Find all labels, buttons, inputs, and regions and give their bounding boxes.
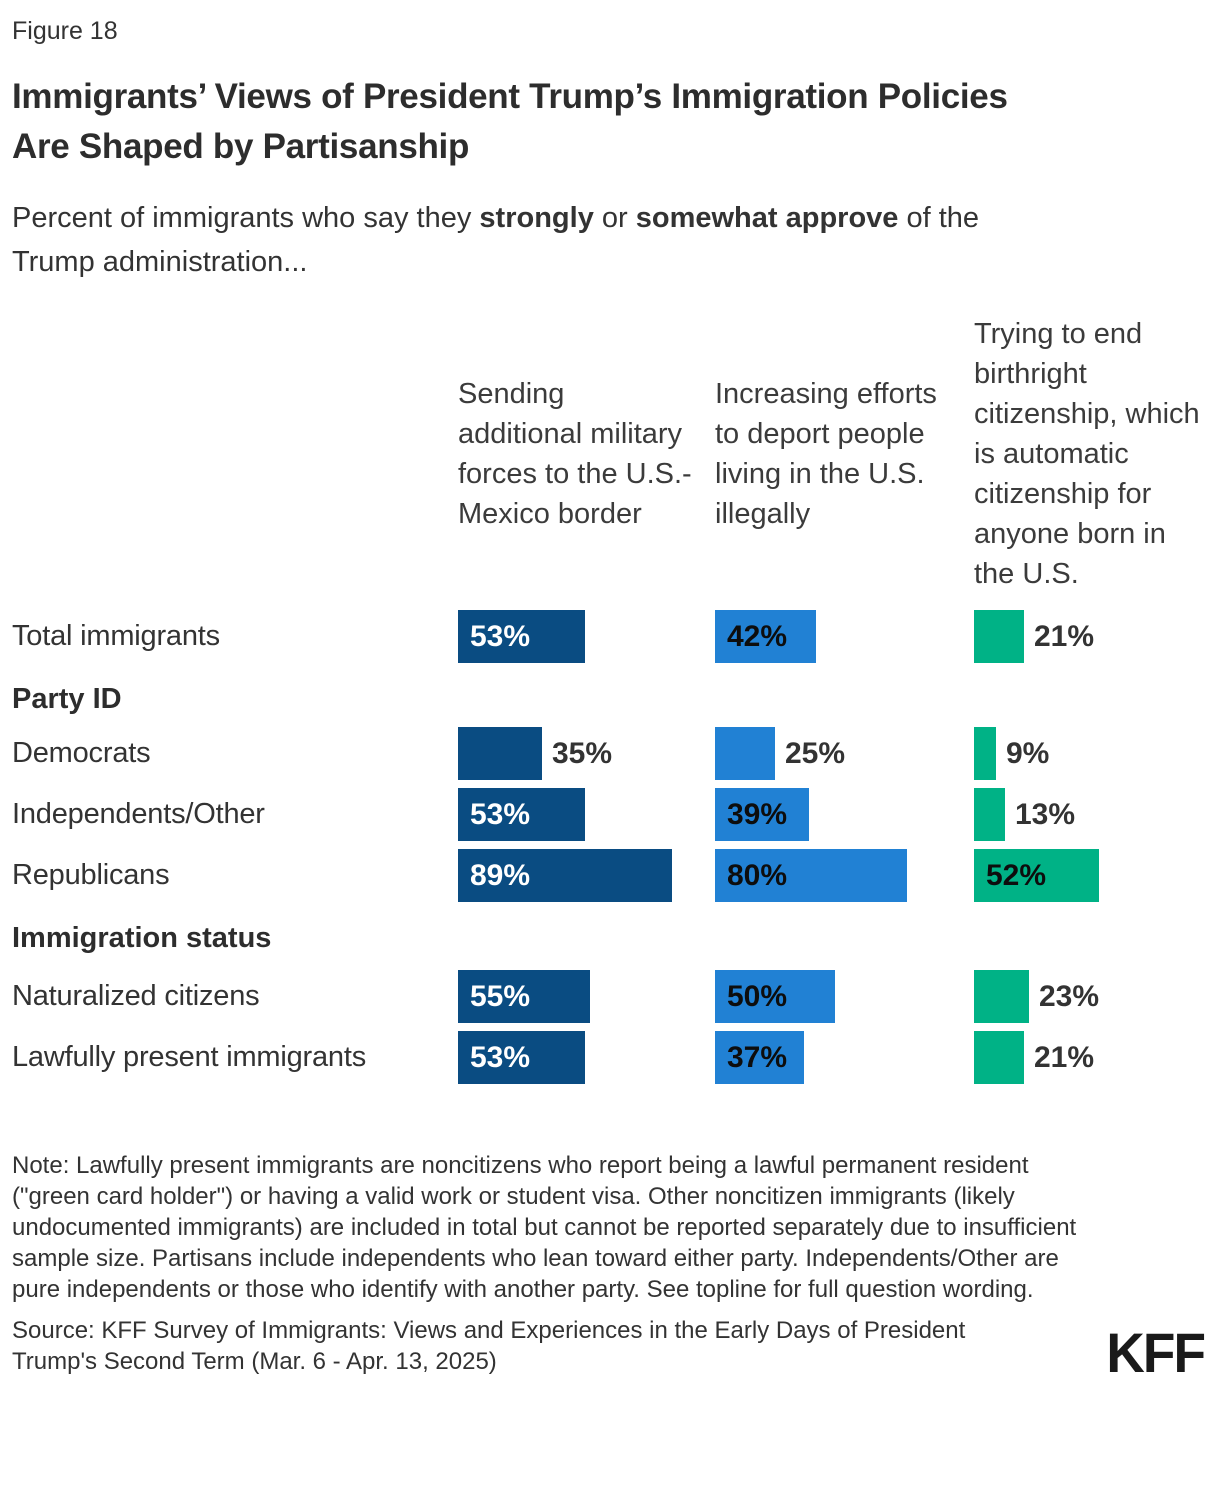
bar: 42% bbox=[715, 610, 816, 663]
bar bbox=[974, 610, 1024, 663]
bar bbox=[974, 727, 996, 780]
bar-value-label: 25% bbox=[785, 736, 846, 770]
section-header: Party ID bbox=[12, 683, 122, 715]
bar-cell: 39% bbox=[715, 788, 974, 841]
bar bbox=[715, 727, 775, 780]
subtitle: Percent of immigrants who say they stron… bbox=[12, 196, 1208, 284]
section-header: Immigration status bbox=[12, 922, 272, 954]
bar-cell: 25% bbox=[715, 727, 974, 780]
bar-cell: 21% bbox=[974, 1031, 1210, 1084]
bar-cell: 21% bbox=[974, 610, 1210, 663]
column-header-deportation: Increasing efforts to deport people livi… bbox=[715, 378, 937, 530]
subtitle-emphasis: strongly bbox=[479, 202, 594, 234]
bar-chart: Total immigrants 53% 42% 21% Party ID Democra… bbox=[12, 610, 1208, 1084]
bar-cell: 53% bbox=[458, 788, 715, 841]
bar-value-label: 9% bbox=[1006, 736, 1050, 770]
page-title: Immigrants’ Views of President Trump’s I… bbox=[12, 77, 1008, 166]
bar bbox=[974, 788, 1005, 841]
chart-row: Total immigrants 53% 42% 21% bbox=[12, 610, 1208, 663]
bar-cell: 50% bbox=[715, 970, 974, 1023]
row-label: Republicans bbox=[12, 859, 170, 891]
bar-value-label: 37% bbox=[727, 1040, 788, 1074]
bar-cell: 80% bbox=[715, 849, 974, 902]
source-text: Source: KFF Survey of Immigrants: Views … bbox=[12, 1317, 966, 1375]
bar-cell: 52% bbox=[974, 849, 1210, 902]
bar-value-label: 53% bbox=[470, 619, 531, 653]
chart-row: Lawfully present immigrants 53% 37% 21% bbox=[12, 1031, 1208, 1084]
subtitle-text: of the Trump administration... bbox=[12, 202, 980, 278]
bar-value-label: 13% bbox=[1015, 797, 1076, 831]
figure-label: Figure 18 bbox=[12, 17, 118, 45]
bar: 89% bbox=[458, 849, 672, 902]
bar-cell: 55% bbox=[458, 970, 715, 1023]
row-label: Naturalized citizens bbox=[12, 980, 260, 1012]
bar: 55% bbox=[458, 970, 590, 1023]
subtitle-text: or bbox=[593, 202, 636, 234]
bar-cell: 42% bbox=[715, 610, 974, 663]
bar-cell: 23% bbox=[974, 970, 1210, 1023]
bar-cell: 53% bbox=[458, 1031, 715, 1084]
chart-row: Independents/Other 53% 39% 13% bbox=[12, 788, 1208, 841]
bar-value-label: 21% bbox=[1034, 1040, 1095, 1074]
bar bbox=[974, 970, 1029, 1023]
chart-row: Republicans 89% 80% 52% bbox=[12, 849, 1208, 902]
bar: 53% bbox=[458, 1031, 585, 1084]
bar-value-label: 55% bbox=[470, 979, 531, 1013]
bar bbox=[458, 727, 542, 780]
bar-value-label: 42% bbox=[727, 619, 788, 653]
bar: 53% bbox=[458, 610, 585, 663]
bar: 39% bbox=[715, 788, 809, 841]
bar-value-label: 50% bbox=[727, 979, 788, 1013]
bar-value-label: 53% bbox=[470, 1040, 531, 1074]
chart-row: Democrats 35% 25% 9% bbox=[12, 727, 1208, 780]
bar-cell: 37% bbox=[715, 1031, 974, 1084]
subtitle-emphasis: somewhat approve bbox=[635, 202, 899, 234]
bar-cell: 9% bbox=[974, 727, 1210, 780]
bar-value-label: 23% bbox=[1039, 979, 1100, 1013]
subtitle-text: Percent of immigrants who say they bbox=[12, 202, 480, 234]
row-label: Lawfully present immigrants bbox=[12, 1041, 367, 1073]
bar bbox=[974, 1031, 1024, 1084]
bar-cell: 35% bbox=[458, 727, 715, 780]
bar: 37% bbox=[715, 1031, 804, 1084]
chart-row: Naturalized citizens 55% 50% 23% bbox=[12, 970, 1208, 1023]
note-text: Note: Lawfully present immigrants are no… bbox=[12, 1152, 1077, 1303]
bar-cell: 89% bbox=[458, 849, 715, 902]
bar-value-label: 39% bbox=[727, 797, 788, 831]
footer: Source: KFF Survey of Immigrants: Views … bbox=[12, 1315, 1208, 1385]
bar: 52% bbox=[974, 849, 1099, 902]
column-headers: Sending additional military forces to th… bbox=[12, 314, 1208, 594]
bar-value-label: 21% bbox=[1034, 619, 1095, 653]
bar: 50% bbox=[715, 970, 835, 1023]
kff-logo: KFF bbox=[1106, 1321, 1206, 1385]
bar: 53% bbox=[458, 788, 585, 841]
bar: 80% bbox=[715, 849, 907, 902]
bar-cell: 13% bbox=[974, 788, 1210, 841]
bar-value-label: 53% bbox=[470, 797, 531, 831]
row-label: Total immigrants bbox=[12, 620, 220, 652]
column-header-birthright: Trying to end birthright citizenship, wh… bbox=[974, 318, 1200, 590]
row-label: Democrats bbox=[12, 737, 151, 769]
bar-value-label: 80% bbox=[727, 858, 788, 892]
bar-value-label: 35% bbox=[552, 736, 613, 770]
bar-value-label: 89% bbox=[470, 858, 531, 892]
row-label: Independents/Other bbox=[12, 798, 265, 830]
bar-value-label: 52% bbox=[986, 858, 1047, 892]
column-header-border-forces: Sending additional military forces to th… bbox=[458, 378, 692, 530]
bar-cell: 53% bbox=[458, 610, 715, 663]
